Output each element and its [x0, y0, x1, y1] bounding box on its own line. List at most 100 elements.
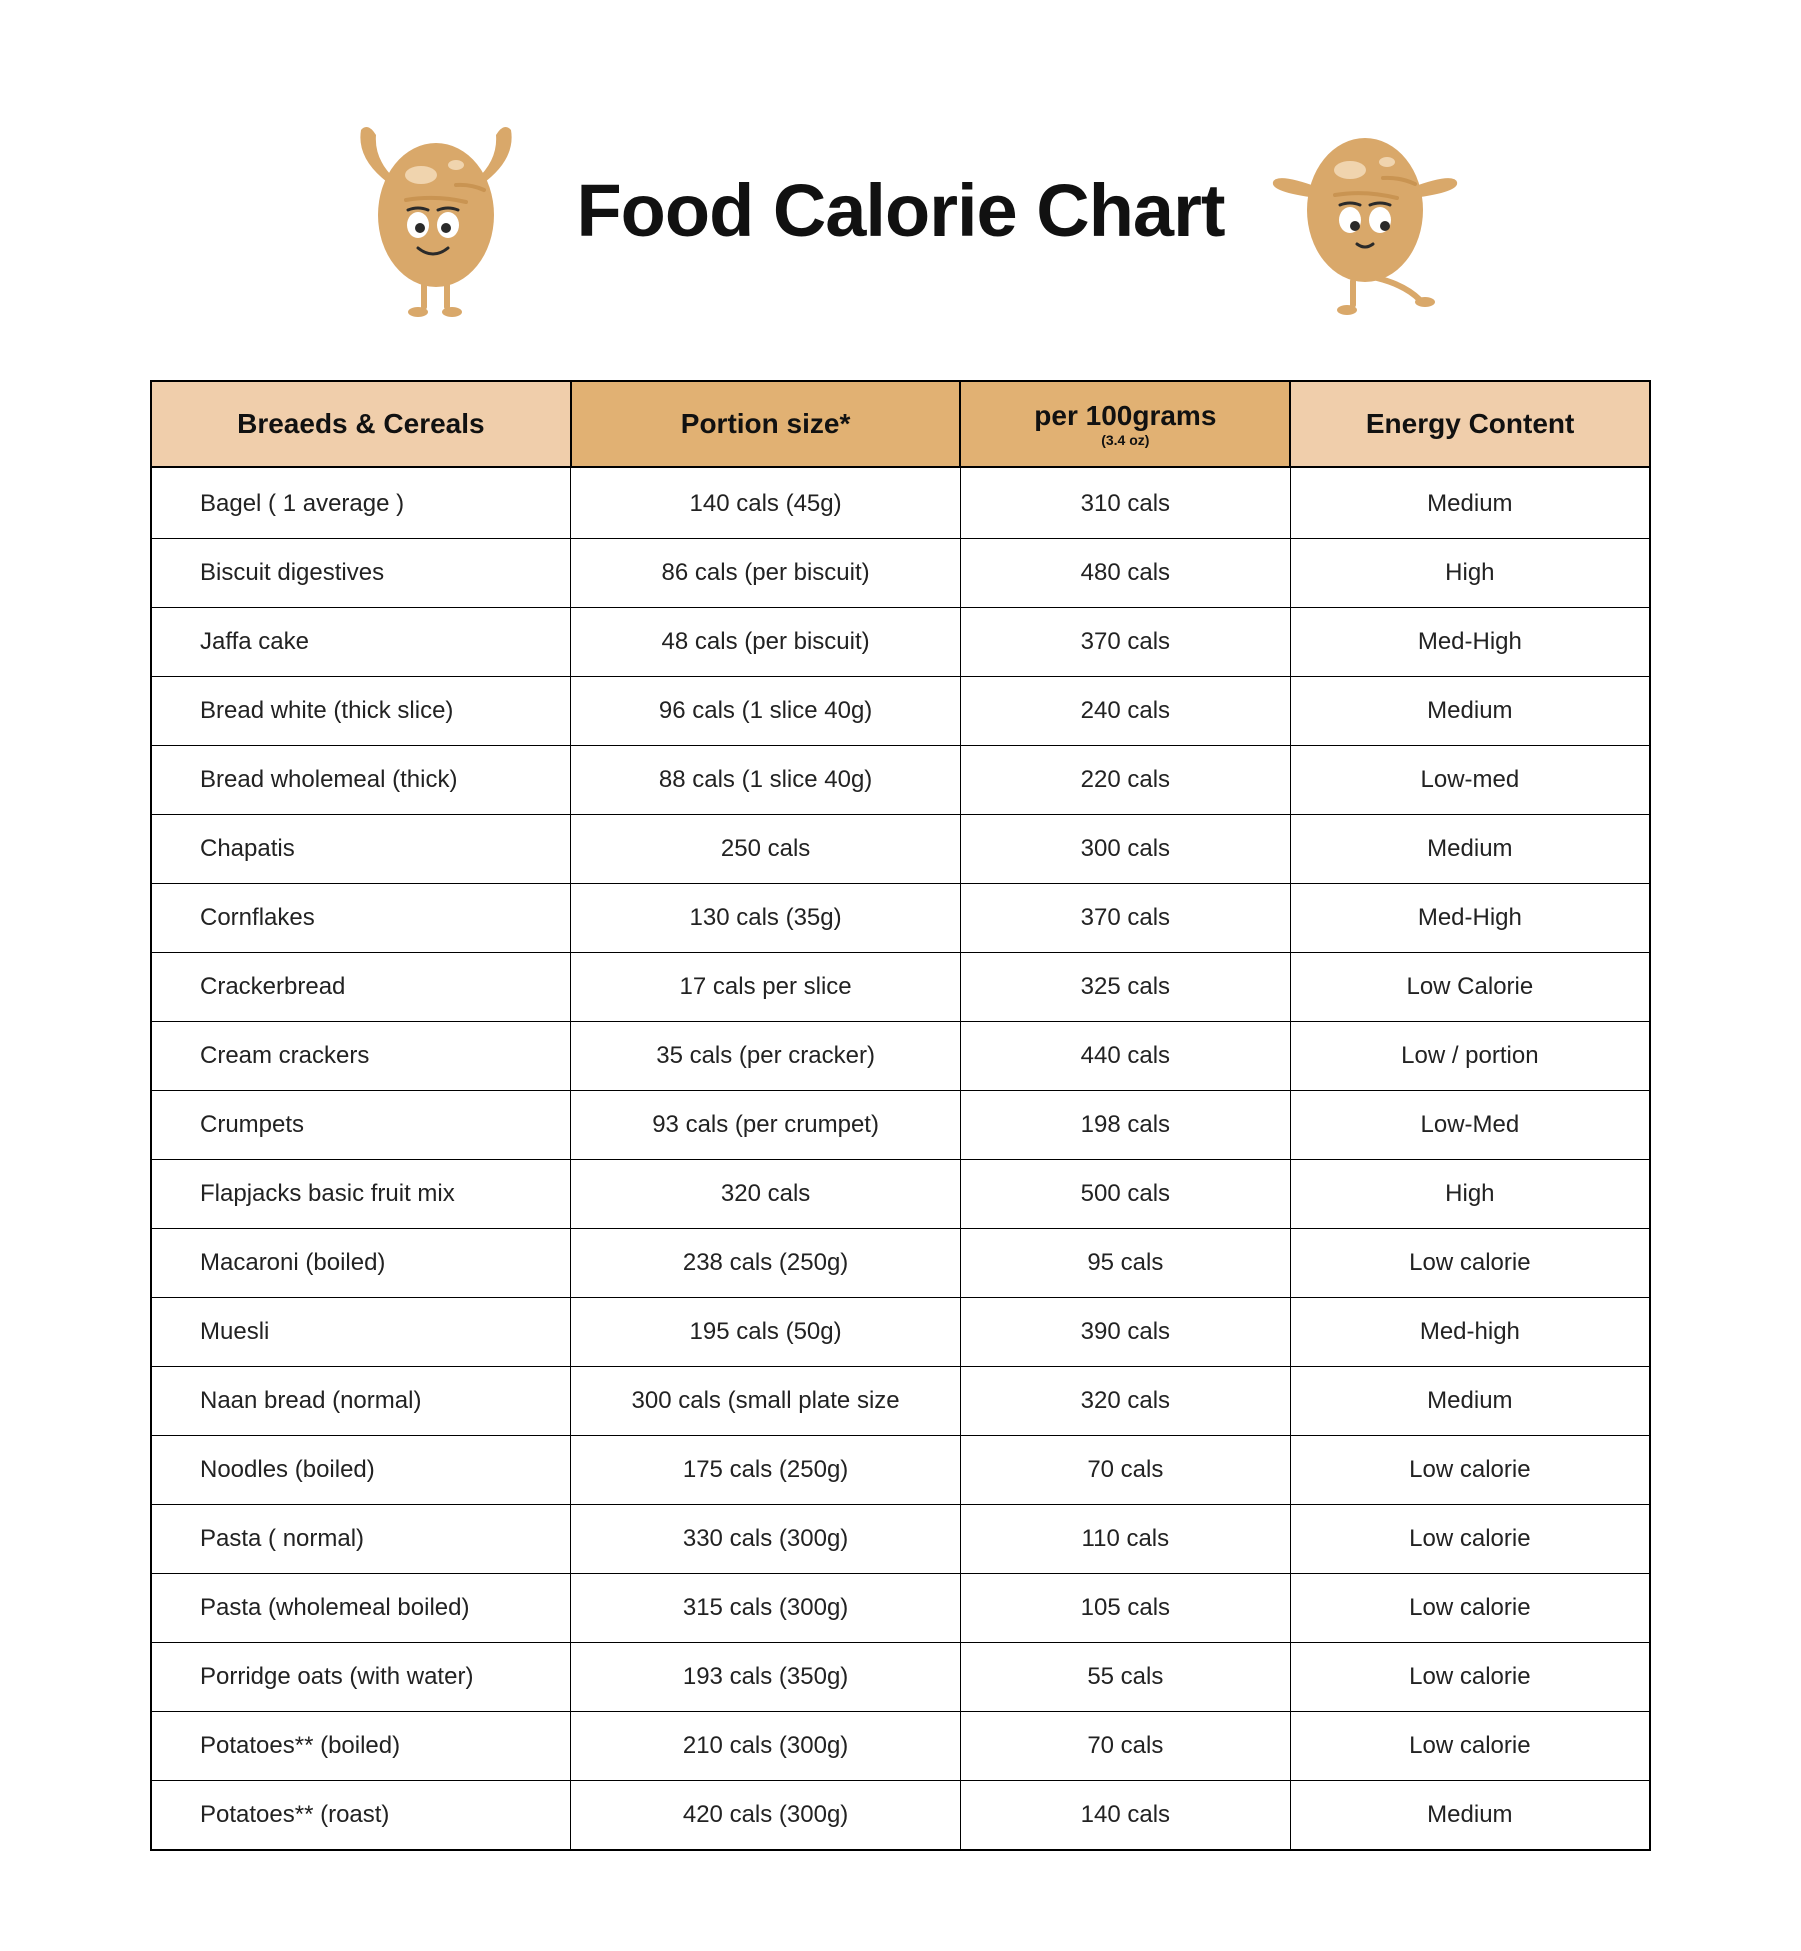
- table-row: Cornflakes130 cals (35g)370 calsMed-High: [151, 884, 1650, 953]
- table-cell: High: [1290, 539, 1650, 608]
- table-cell: 35 cals (per cracker): [571, 1022, 961, 1091]
- table-cell: 140 cals: [960, 1781, 1290, 1851]
- table-cell: 240 cals: [960, 677, 1290, 746]
- table-body: Bagel ( 1 average )140 cals (45g)310 cal…: [151, 467, 1650, 1850]
- table-cell: Bagel ( 1 average ): [151, 467, 571, 539]
- table-cell: Med-High: [1290, 608, 1650, 677]
- table-cell: 320 cals: [571, 1160, 961, 1229]
- table-row: Potatoes** (boiled)210 cals (300g)70 cal…: [151, 1712, 1650, 1781]
- table-cell: 195 cals (50g): [571, 1298, 961, 1367]
- table-cell: Pasta (wholemeal boiled): [151, 1574, 571, 1643]
- table-cell: 390 cals: [960, 1298, 1290, 1367]
- table-cell: Low Calorie: [1290, 953, 1650, 1022]
- table-cell: 175 cals (250g): [571, 1436, 961, 1505]
- table-cell: Bread wholemeal (thick): [151, 746, 571, 815]
- table-row: Flapjacks basic fruit mix320 cals500 cal…: [151, 1160, 1650, 1229]
- table-cell: Low calorie: [1290, 1436, 1650, 1505]
- table-cell: 440 cals: [960, 1022, 1290, 1091]
- table-row: Macaroni (boiled)238 cals (250g)95 calsL…: [151, 1229, 1650, 1298]
- table-cell: 88 cals (1 slice 40g): [571, 746, 961, 815]
- table-cell: Bread white (thick slice): [151, 677, 571, 746]
- table-cell: 193 cals (350g): [571, 1643, 961, 1712]
- table-cell: Low / portion: [1290, 1022, 1650, 1091]
- table-cell: Pasta ( normal): [151, 1505, 571, 1574]
- table-cell: Potatoes** (roast): [151, 1781, 571, 1851]
- table-cell: Biscuit digestives: [151, 539, 571, 608]
- table-row: Crackerbread17 cals per slice325 calsLow…: [151, 953, 1650, 1022]
- table-cell: 238 cals (250g): [571, 1229, 961, 1298]
- table-row: Chapatis250 cals300 calsMedium: [151, 815, 1650, 884]
- table-cell: Naan bread (normal): [151, 1367, 571, 1436]
- table-cell: 330 cals (300g): [571, 1505, 961, 1574]
- table-cell: 220 cals: [960, 746, 1290, 815]
- calorie-table: Breaeds & CerealsPortion size*per 100gra…: [150, 380, 1651, 1851]
- column-header: per 100grams(3.4 oz): [960, 381, 1290, 467]
- table-cell: 310 cals: [960, 467, 1290, 539]
- table-cell: Muesli: [151, 1298, 571, 1367]
- table-cell: Cornflakes: [151, 884, 571, 953]
- page-title: Food Calorie Chart: [576, 168, 1224, 253]
- table-cell: 48 cals (per biscuit): [571, 608, 961, 677]
- table-cell: Potatoes** (boiled): [151, 1712, 571, 1781]
- column-header: Portion size*: [571, 381, 961, 467]
- table-cell: Low-med: [1290, 746, 1650, 815]
- table-cell: 320 cals: [960, 1367, 1290, 1436]
- table-cell: 420 cals (300g): [571, 1781, 961, 1851]
- column-header: Energy Content: [1290, 381, 1650, 467]
- table-cell: 198 cals: [960, 1091, 1290, 1160]
- table-row: Porridge oats (with water)193 cals (350g…: [151, 1643, 1650, 1712]
- table-cell: Low calorie: [1290, 1229, 1650, 1298]
- header: Food Calorie Chart: [150, 100, 1651, 320]
- table-cell: Med-high: [1290, 1298, 1650, 1367]
- table-cell: 105 cals: [960, 1574, 1290, 1643]
- table-cell: Medium: [1290, 1781, 1650, 1851]
- table-cell: Crumpets: [151, 1091, 571, 1160]
- table-cell: Porridge oats (with water): [151, 1643, 571, 1712]
- table-cell: Low calorie: [1290, 1643, 1650, 1712]
- table-cell: Low calorie: [1290, 1505, 1650, 1574]
- table-cell: 110 cals: [960, 1505, 1290, 1574]
- table-row: Bread white (thick slice)96 cals (1 slic…: [151, 677, 1650, 746]
- table-cell: Chapatis: [151, 815, 571, 884]
- table-cell: 300 cals: [960, 815, 1290, 884]
- column-header: Breaeds & Cereals: [151, 381, 571, 467]
- table-cell: 315 cals (300g): [571, 1574, 961, 1643]
- table-cell: 17 cals per slice: [571, 953, 961, 1022]
- table-cell: 55 cals: [960, 1643, 1290, 1712]
- table-row: Pasta ( normal)330 cals (300g)110 calsLo…: [151, 1505, 1650, 1574]
- potato-illustration-left: [336, 100, 536, 320]
- table-cell: Low calorie: [1290, 1712, 1650, 1781]
- table-row: Biscuit digestives86 cals (per biscuit)4…: [151, 539, 1650, 608]
- table-cell: Jaffa cake: [151, 608, 571, 677]
- table-cell: High: [1290, 1160, 1650, 1229]
- table-cell: Medium: [1290, 677, 1650, 746]
- table-cell: Macaroni (boiled): [151, 1229, 571, 1298]
- table-cell: 70 cals: [960, 1436, 1290, 1505]
- table-cell: Crackerbread: [151, 953, 571, 1022]
- table-cell: 370 cals: [960, 608, 1290, 677]
- table-row: Naan bread (normal)300 cals (small plate…: [151, 1367, 1650, 1436]
- table-row: Noodles (boiled)175 cals (250g)70 calsLo…: [151, 1436, 1650, 1505]
- table-cell: 480 cals: [960, 539, 1290, 608]
- table-row: Crumpets93 cals (per crumpet)198 calsLow…: [151, 1091, 1650, 1160]
- table-header: Breaeds & CerealsPortion size*per 100gra…: [151, 381, 1650, 467]
- table-cell: Med-High: [1290, 884, 1650, 953]
- table-cell: Noodles (boiled): [151, 1436, 571, 1505]
- potato-illustration-right: [1265, 100, 1465, 320]
- table-cell: 93 cals (per crumpet): [571, 1091, 961, 1160]
- table-cell: Cream crackers: [151, 1022, 571, 1091]
- table-row: Cream crackers35 cals (per cracker)440 c…: [151, 1022, 1650, 1091]
- table-cell: Flapjacks basic fruit mix: [151, 1160, 571, 1229]
- table-row: Bread wholemeal (thick)88 cals (1 slice …: [151, 746, 1650, 815]
- table-row: Potatoes** (roast)420 cals (300g)140 cal…: [151, 1781, 1650, 1851]
- table-row: Muesli195 cals (50g)390 calsMed-high: [151, 1298, 1650, 1367]
- table-cell: 210 cals (300g): [571, 1712, 961, 1781]
- table-cell: Medium: [1290, 467, 1650, 539]
- table-row: Bagel ( 1 average )140 cals (45g)310 cal…: [151, 467, 1650, 539]
- table-cell: 300 cals (small plate size: [571, 1367, 961, 1436]
- table-cell: Medium: [1290, 815, 1650, 884]
- table-cell: 325 cals: [960, 953, 1290, 1022]
- table-row: Pasta (wholemeal boiled)315 cals (300g)1…: [151, 1574, 1650, 1643]
- table-cell: Medium: [1290, 1367, 1650, 1436]
- table-cell: 86 cals (per biscuit): [571, 539, 961, 608]
